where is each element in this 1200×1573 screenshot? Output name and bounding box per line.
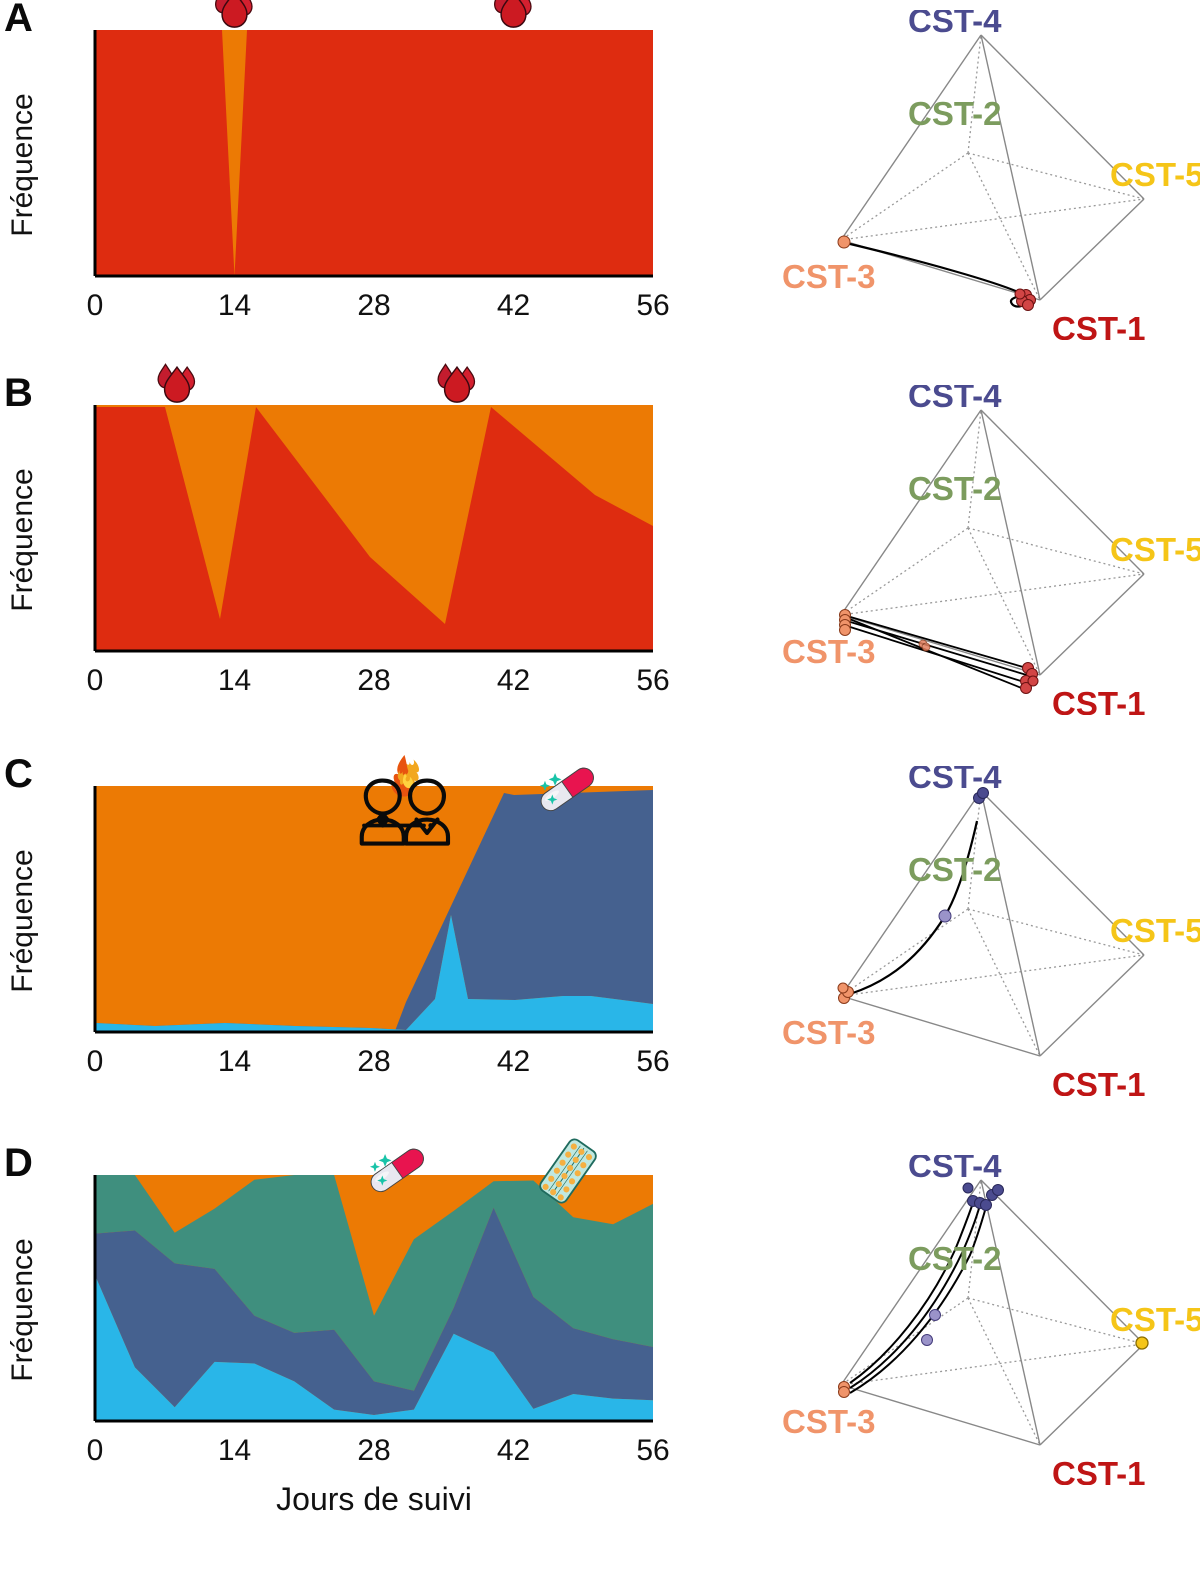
svg-text:CST-2: CST-2 bbox=[908, 470, 1002, 507]
svg-text:56: 56 bbox=[636, 664, 669, 697]
svg-text:28: 28 bbox=[357, 1434, 390, 1467]
svg-text:CST-3: CST-3 bbox=[782, 258, 876, 295]
svg-text:0: 0 bbox=[87, 1045, 104, 1078]
svg-text:42: 42 bbox=[497, 1434, 530, 1467]
svg-text:14: 14 bbox=[218, 664, 251, 697]
svg-text:CST-2: CST-2 bbox=[908, 1240, 1002, 1277]
svg-text:56: 56 bbox=[636, 1434, 669, 1467]
svg-text:0: 0 bbox=[87, 1434, 104, 1467]
svg-text:CST-3: CST-3 bbox=[782, 1403, 876, 1440]
svg-text:Fréquence: Fréquence bbox=[6, 1238, 39, 1381]
svg-text:CST-3: CST-3 bbox=[782, 633, 876, 670]
svg-text:Jours de suivi: Jours de suivi bbox=[276, 1481, 472, 1517]
svg-text:CST-2: CST-2 bbox=[908, 851, 1002, 888]
svg-text:56: 56 bbox=[636, 1045, 669, 1078]
svg-text:CST-4: CST-4 bbox=[908, 1155, 1002, 1184]
svg-text:42: 42 bbox=[497, 289, 530, 322]
svg-text:CST-4: CST-4 bbox=[908, 766, 1002, 795]
svg-text:28: 28 bbox=[357, 289, 390, 322]
svg-text:CST-1: CST-1 bbox=[1052, 1455, 1146, 1485]
svg-text:CST-5: CST-5 bbox=[1110, 531, 1200, 568]
svg-text:CST-5: CST-5 bbox=[1110, 156, 1200, 193]
svg-text:CST-2: CST-2 bbox=[908, 95, 1002, 132]
svg-text:Fréquence: Fréquence bbox=[6, 93, 39, 236]
svg-text:0: 0 bbox=[87, 664, 104, 697]
svg-text:CST-4: CST-4 bbox=[908, 385, 1002, 414]
svg-text:28: 28 bbox=[357, 1045, 390, 1078]
svg-text:CST-1: CST-1 bbox=[1052, 310, 1146, 340]
svg-text:CST-4: CST-4 bbox=[908, 10, 1002, 39]
svg-text:Fréquence: Fréquence bbox=[6, 849, 39, 992]
svg-text:CST-1: CST-1 bbox=[1052, 1066, 1146, 1096]
svg-text:42: 42 bbox=[497, 664, 530, 697]
svg-text:56: 56 bbox=[636, 289, 669, 322]
svg-text:CST-3: CST-3 bbox=[782, 1014, 876, 1051]
svg-text:CST-5: CST-5 bbox=[1110, 912, 1200, 949]
svg-text:CST-5: CST-5 bbox=[1110, 1301, 1200, 1338]
svg-text:28: 28 bbox=[357, 664, 390, 697]
svg-text:14: 14 bbox=[218, 289, 251, 322]
svg-text:42: 42 bbox=[497, 1045, 530, 1078]
svg-text:14: 14 bbox=[218, 1434, 251, 1467]
svg-text:Fréquence: Fréquence bbox=[6, 468, 39, 611]
svg-text:14: 14 bbox=[218, 1045, 251, 1078]
svg-text:0: 0 bbox=[87, 289, 104, 322]
svg-text:CST-1: CST-1 bbox=[1052, 685, 1146, 715]
